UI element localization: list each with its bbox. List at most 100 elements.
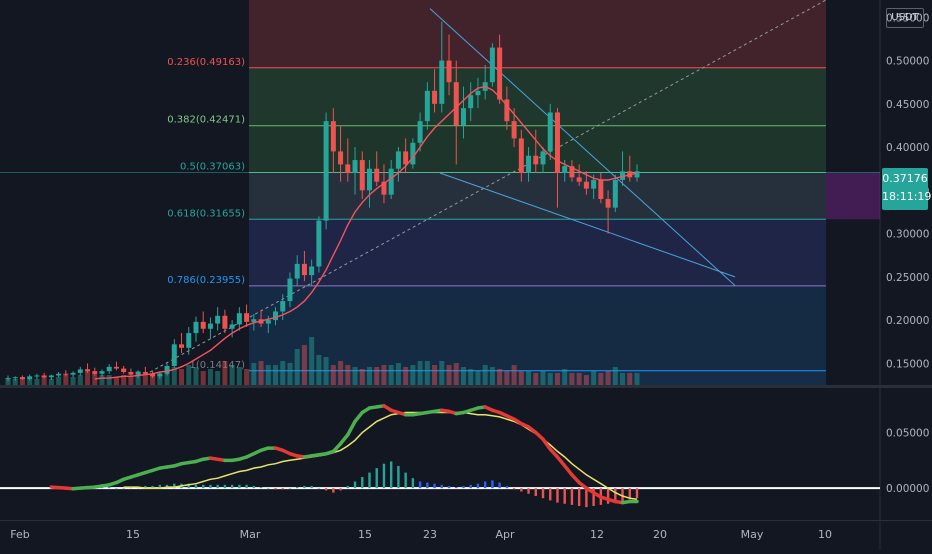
- fib-label: 0.382(0.42471): [167, 115, 245, 126]
- candle-body: [171, 344, 177, 366]
- volume-bar: [301, 345, 307, 385]
- candle-body: [475, 90, 481, 96]
- candle-body: [381, 181, 387, 195]
- macd-histogram-bar: [476, 483, 480, 489]
- fib-label: 0.236(0.49163): [167, 57, 245, 68]
- volume-bar: [229, 365, 235, 385]
- volume-bar: [366, 367, 372, 385]
- volume-bar: [12, 379, 18, 385]
- last-price-tag: 0.37176 18:11:19: [882, 168, 932, 210]
- macd-histogram-bar: [252, 485, 256, 489]
- volume-bar: [359, 369, 365, 385]
- fib-zone: [249, 172, 826, 220]
- macd-histogram-bar: [158, 484, 162, 489]
- candle-body: [294, 263, 300, 279]
- volume-bar: [497, 369, 503, 385]
- candle-body: [70, 372, 76, 375]
- macd-histogram-bar: [483, 481, 487, 489]
- macd-histogram-bar: [238, 484, 241, 489]
- volume-bar: [280, 361, 286, 385]
- candle-body: [179, 344, 185, 348]
- volume-bar: [338, 361, 344, 385]
- volume-bar: [424, 361, 430, 385]
- fib-zone: [249, 370, 826, 385]
- macd-histogram-bar: [108, 487, 111, 489]
- macd-histogram-bar: [368, 472, 371, 489]
- volume-bar: [193, 367, 199, 385]
- volume-bar: [85, 369, 91, 385]
- price-tick-label: 0.55000: [886, 12, 929, 24]
- candle-body: [301, 263, 307, 276]
- volume-bar: [591, 371, 597, 385]
- volume-bar: [605, 371, 611, 385]
- volume-bar: [77, 375, 83, 385]
- time-tick-label: 20: [653, 528, 667, 541]
- macd-histogram-bar: [411, 478, 415, 489]
- volume-bar: [121, 375, 127, 385]
- candle-body: [511, 121, 517, 139]
- volume-bar: [258, 361, 264, 385]
- candle-body: [338, 151, 344, 165]
- macd-histogram-bar: [397, 465, 400, 489]
- price-tick-label: 0.25000: [886, 272, 929, 284]
- macd-histogram-bar: [223, 484, 227, 489]
- macd-histogram-bar: [115, 488, 118, 489]
- volume-bar: [207, 369, 213, 385]
- macd-histogram-bar: [209, 484, 212, 489]
- volume-bar: [5, 379, 11, 385]
- candle-body: [287, 278, 293, 302]
- macd-histogram-bar: [433, 483, 436, 489]
- macd-histogram-bar: [556, 488, 559, 503]
- candle-body: [251, 319, 257, 322]
- volume-bar: [432, 365, 438, 385]
- candle-body: [309, 266, 315, 276]
- fib-zone: [249, 285, 826, 371]
- candle-body: [540, 151, 546, 165]
- candle-body: [142, 372, 148, 374]
- candle-body: [424, 90, 430, 122]
- macd-histogram-bar: [592, 488, 595, 506]
- candle-body: [323, 121, 329, 221]
- macd-tick-label: 0.05000: [886, 428, 929, 440]
- candle-body: [374, 168, 380, 182]
- candle-body: [5, 378, 11, 380]
- macd-histogram-bar: [346, 485, 350, 489]
- volume-bar: [612, 367, 618, 385]
- volume-bar: [215, 371, 221, 385]
- volume-bar: [395, 363, 401, 385]
- candle-body: [56, 373, 62, 376]
- volume-bar: [627, 373, 633, 385]
- candle-body: [562, 166, 568, 174]
- macd-histogram-bar: [447, 485, 451, 489]
- candle-body: [330, 121, 336, 152]
- macd-histogram-bar: [491, 480, 494, 489]
- trend-dashed-line: [149, 0, 827, 373]
- candle-body: [352, 160, 358, 174]
- volume-bar: [583, 375, 589, 385]
- volume-bar: [526, 371, 532, 385]
- price-tick-label: 0.30000: [886, 229, 929, 241]
- candle-body: [164, 365, 170, 374]
- volume-bar: [381, 365, 387, 385]
- candle-body: [504, 99, 510, 122]
- volume-bar: [265, 365, 271, 385]
- macd-histogram-bar: [122, 488, 125, 489]
- candle-body: [157, 373, 163, 377]
- macd-histogram-bar: [389, 461, 393, 489]
- time-tick-label: 12: [590, 528, 604, 541]
- fib-zone: [249, 67, 826, 126]
- candle-body: [460, 108, 466, 126]
- candle-body: [598, 179, 604, 199]
- volume-bar: [576, 373, 582, 385]
- time-tick-label: 15: [358, 528, 372, 541]
- fib-label: 0.618(0.31655): [167, 208, 245, 219]
- macd-histogram-bar: [404, 472, 407, 489]
- candle-countdown: 18:11:19: [882, 190, 932, 203]
- candle-body: [403, 151, 409, 165]
- candle-body: [453, 82, 459, 126]
- fib-zone: [249, 0, 826, 68]
- macd-tick-label: 0.00000: [886, 483, 929, 495]
- macd-line-segment: [570, 473, 581, 485]
